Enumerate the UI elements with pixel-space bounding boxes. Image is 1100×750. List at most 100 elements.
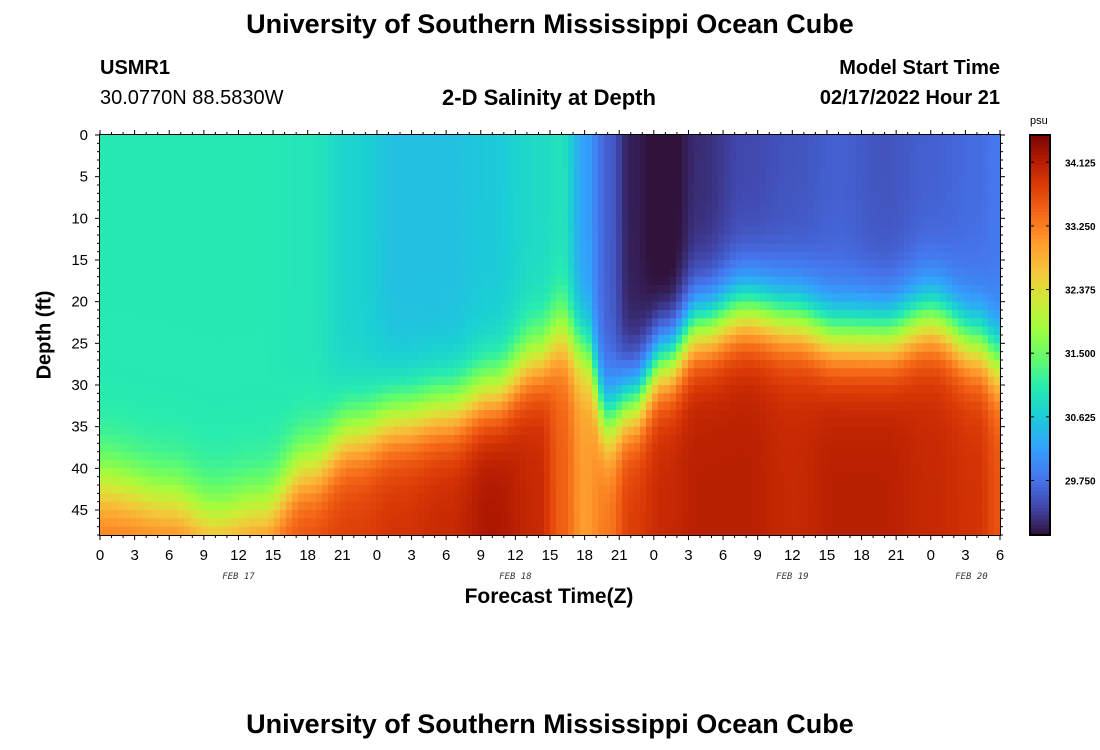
heatmap-cell (544, 476, 551, 486)
heatmap-cell (436, 476, 443, 486)
heatmap-cell (526, 293, 533, 303)
heatmap-cell (706, 335, 713, 344)
heatmap-cell (358, 135, 365, 144)
heatmap-cell (310, 443, 317, 453)
heatmap-cell (310, 285, 317, 294)
heatmap-cell (346, 185, 353, 194)
heatmap-cell (256, 485, 263, 494)
heatmap-cell (544, 176, 551, 186)
heatmap-cell (112, 510, 119, 519)
heatmap-cell (190, 310, 197, 319)
heatmap-cell (250, 226, 257, 236)
heatmap-cell (556, 401, 563, 411)
heatmap-cell (352, 426, 359, 436)
heatmap-cell (130, 168, 137, 178)
heatmap-cell (526, 210, 533, 219)
heatmap-cell (100, 385, 107, 394)
heatmap-cell (172, 193, 179, 203)
heatmap-cell (130, 193, 137, 203)
heatmap-cell (196, 435, 203, 444)
heatmap-cell (586, 468, 593, 478)
heatmap-cell (634, 335, 641, 344)
heatmap-cell (382, 193, 389, 203)
heatmap-cell (106, 276, 113, 286)
heatmap-cell (424, 243, 431, 253)
heatmap-cell (124, 335, 131, 344)
heatmap-cell (292, 326, 299, 336)
heatmap-cell (424, 193, 431, 203)
heatmap-cell (424, 485, 431, 494)
heatmap-cell (610, 168, 617, 178)
heatmap-cell (124, 443, 131, 453)
heatmap-cell (622, 351, 629, 361)
heatmap-cell (382, 410, 389, 419)
heatmap-cell (508, 193, 515, 203)
heatmap-cell (652, 293, 659, 303)
heatmap-cell (514, 168, 521, 178)
heatmap-cell (214, 376, 221, 386)
heatmap-cell (412, 368, 419, 378)
heatmap-cell (532, 343, 539, 353)
heatmap-cell (346, 235, 353, 244)
heatmap-cell (586, 368, 593, 378)
heatmap-cell (538, 451, 545, 461)
heatmap-cell (544, 268, 551, 278)
heatmap-cell (544, 193, 551, 203)
heatmap-cell (412, 376, 419, 386)
heatmap-cell (562, 410, 569, 419)
heatmap-cell (250, 235, 257, 244)
heatmap-cell (202, 385, 209, 394)
heatmap-cell (436, 160, 443, 169)
heatmap-cell (706, 318, 713, 328)
heatmap-cell (166, 143, 173, 153)
heatmap-cell (700, 460, 707, 469)
heatmap-cell (112, 393, 119, 403)
heatmap-cell (346, 243, 353, 253)
heatmap-cell (286, 185, 293, 194)
heatmap-cell (256, 376, 263, 386)
heatmap-cell (202, 493, 209, 503)
heatmap-cell (682, 393, 689, 403)
heatmap-cell (238, 168, 245, 178)
heatmap-cell (256, 310, 263, 319)
heatmap-cell (178, 468, 185, 478)
heatmap-cell (352, 360, 359, 369)
heatmap-cell (658, 426, 665, 436)
heatmap-cell (352, 435, 359, 444)
heatmap-cell (166, 151, 173, 161)
heatmap-cell (346, 351, 353, 361)
heatmap-cell (628, 226, 635, 236)
heatmap-cell (346, 493, 353, 503)
heatmap-cell (238, 260, 245, 269)
heatmap-cell (172, 243, 179, 253)
heatmap-cell (466, 285, 473, 294)
heatmap-cell (388, 135, 395, 144)
heatmap-cell (490, 393, 497, 403)
heatmap-cell (550, 293, 557, 303)
heatmap-cell (124, 176, 131, 186)
heatmap-cell (586, 268, 593, 278)
heatmap-cell (562, 451, 569, 461)
heatmap-cell (538, 510, 545, 519)
heatmap-cell (556, 393, 563, 403)
heatmap-cell (592, 193, 599, 203)
heatmap-cell (538, 418, 545, 428)
heatmap-cell (202, 376, 209, 386)
heatmap-cell (484, 201, 491, 211)
heatmap-cell (112, 385, 119, 394)
heatmap-cell (310, 176, 317, 186)
heatmap-cell (382, 510, 389, 519)
heatmap-cell (568, 435, 575, 444)
heatmap-cell (328, 135, 335, 144)
heatmap-cell (562, 135, 569, 144)
heatmap-cell (484, 218, 491, 228)
heatmap-cell (442, 526, 449, 536)
heatmap-cell (232, 176, 239, 186)
heatmap-cell (238, 501, 245, 511)
heatmap-cell (304, 135, 311, 144)
heatmap-cell (340, 510, 347, 519)
heatmap-cell (628, 410, 635, 419)
heatmap-cell (550, 160, 557, 169)
heatmap-cell (496, 193, 503, 203)
heatmap-cell (112, 185, 119, 194)
